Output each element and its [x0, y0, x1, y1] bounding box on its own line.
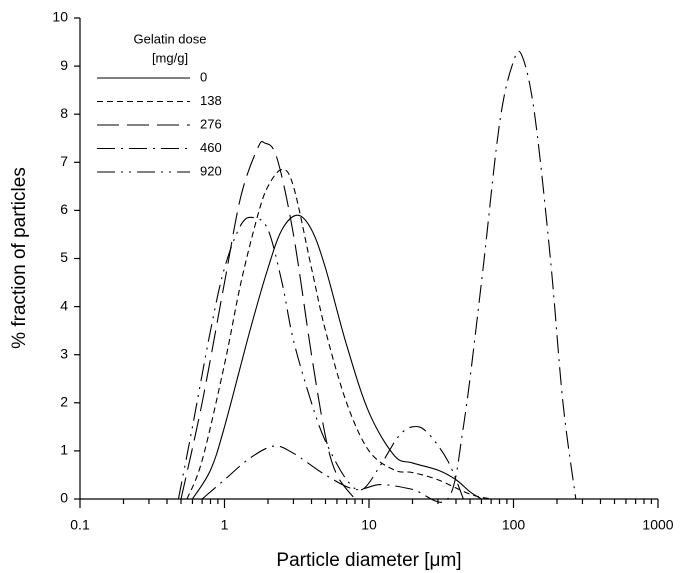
x-tick-label: 1 — [221, 517, 229, 533]
y-tick-label: 0 — [60, 490, 68, 506]
x-axis-label: Particle diameter [μm] — [276, 550, 461, 571]
y-axis-label: % fraction of particles — [9, 167, 30, 349]
y-tick-label: 10 — [52, 9, 68, 25]
series-line — [180, 141, 356, 500]
x-tick-label: 100 — [502, 517, 526, 533]
y-tick-label: 3 — [60, 345, 68, 361]
series-line — [186, 168, 492, 500]
legend-label: 460 — [200, 140, 222, 155]
y-tick-label: 9 — [60, 57, 68, 73]
legend-label: 0 — [200, 69, 207, 84]
y-tick-label: 8 — [60, 105, 68, 121]
series-line — [177, 216, 464, 500]
y-tick-label: 2 — [60, 394, 68, 410]
series-line — [201, 50, 577, 503]
y-tick-label: 5 — [60, 249, 68, 265]
y-tick-label: 7 — [60, 153, 68, 169]
y-tick-label: 1 — [60, 442, 68, 458]
legend-title: Gelatin dose — [134, 31, 207, 46]
y-tick-label: 4 — [60, 297, 68, 313]
series-line — [191, 214, 482, 500]
y-tick-label: 6 — [60, 201, 68, 217]
legend-subtitle: [mg/g] — [152, 50, 188, 65]
legend-label: 276 — [200, 116, 222, 131]
x-tick-label: 0.1 — [70, 517, 90, 533]
legend-label: 920 — [200, 163, 222, 178]
x-tick-label: 10 — [361, 517, 377, 533]
x-tick-label: 1000 — [642, 517, 673, 533]
legend-label: 138 — [200, 93, 222, 108]
